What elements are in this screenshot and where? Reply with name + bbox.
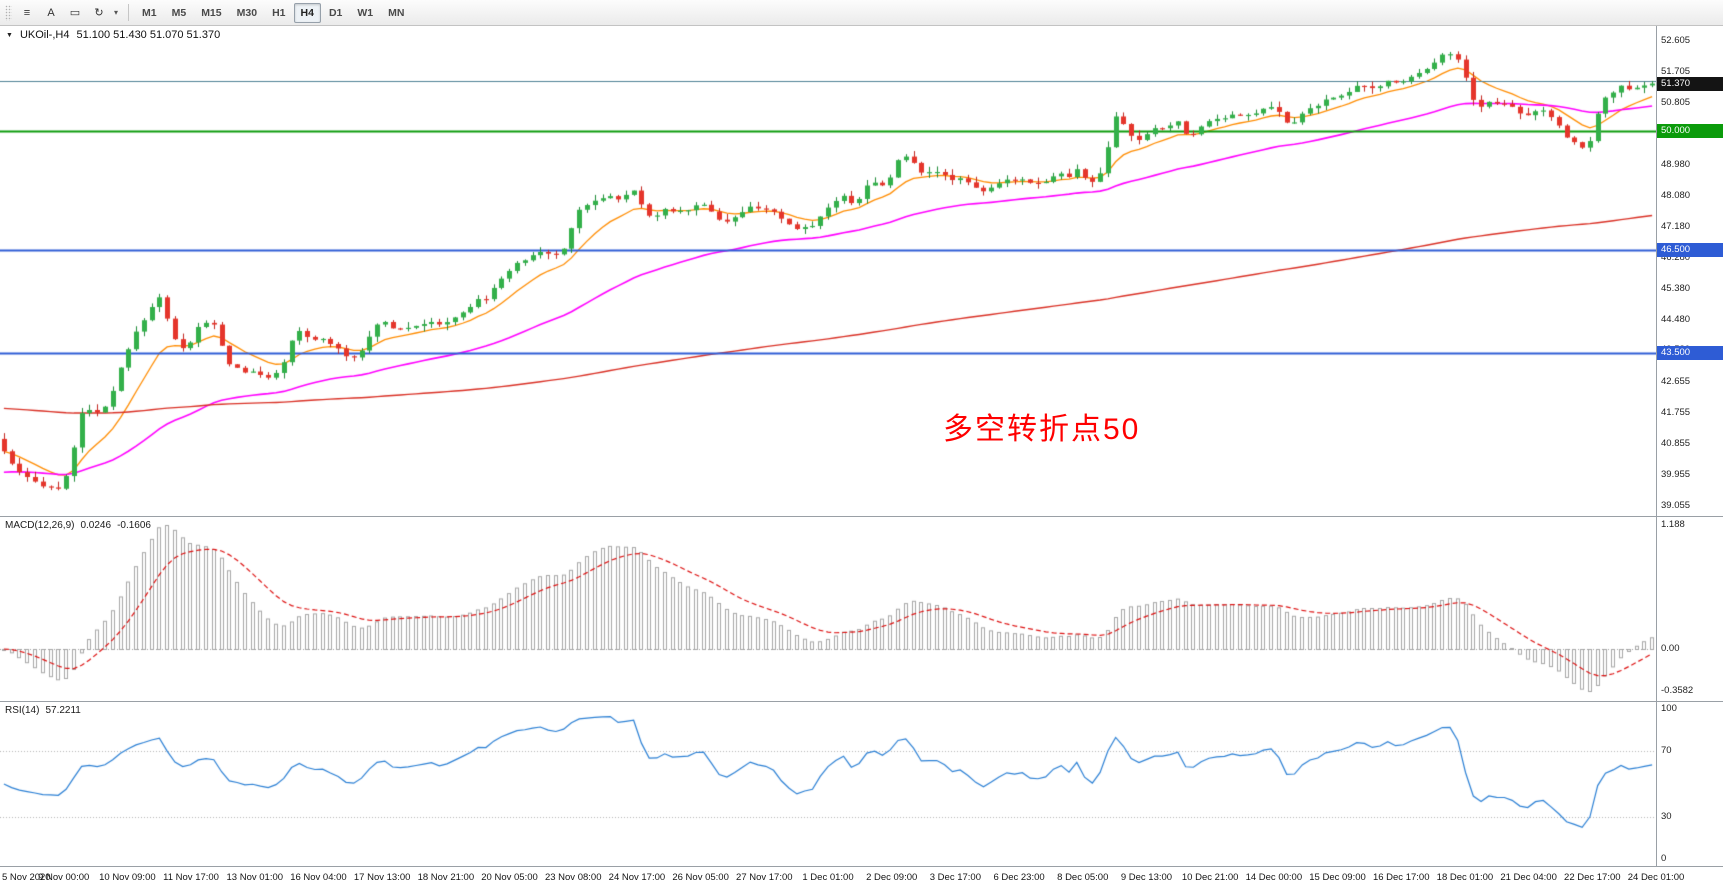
time-axis-label: 24 Nov 17:00: [608, 872, 666, 883]
timeframe-group: M1 M5 M15 M30 H1 H4 D1 W1 MN: [135, 2, 411, 23]
price-axis-tick: 42.655: [1661, 376, 1691, 388]
chevron-down-icon: ▾: [113, 8, 118, 17]
macd-indicator-label: MACD(12,26,9) 0.0246 -0.1606: [5, 520, 151, 531]
time-axis-label: 18 Dec 01:00: [1436, 872, 1494, 883]
timeframe-w1-button[interactable]: W1: [350, 3, 380, 23]
time-axis-label: 16 Dec 17:00: [1372, 872, 1430, 883]
macd-axis-tick: 1.188: [1661, 519, 1685, 530]
timeframe-d1-button[interactable]: D1: [322, 3, 349, 23]
time-axis-label: 21 Dec 04:00: [1500, 872, 1557, 883]
rsi-axis-tick: 100: [1661, 703, 1677, 714]
time-axis-label: 2 Dec 09:00: [866, 872, 918, 883]
chart-window: ▼ UKOil-,H4 51.100 51.430 51.070 51.370 …: [0, 26, 1723, 890]
rsi-panel: RSI(14) 57.2211 100 70 30 0: [0, 701, 1723, 866]
macd-panel: MACD(12,26,9) 0.0246 -0.1606 1.188 0.00 -0…: [0, 516, 1723, 701]
time-axis-label: 27 Nov 17:00: [736, 872, 793, 883]
rsi-name: RSI(14): [5, 705, 40, 716]
toolbar-separator: [128, 4, 129, 21]
time-axis-label: 3 Dec 17:00: [929, 872, 981, 883]
rsi-axis-tick: 70: [1661, 745, 1672, 757]
price-chart-canvas[interactable]: [0, 26, 1656, 516]
price-axis-tick: 44.480: [1661, 313, 1691, 325]
time-axis-label: 15 Dec 09:00: [1309, 872, 1366, 883]
time-axis-label: 6 Dec 23:00: [993, 872, 1045, 883]
time-axis-label: 11 Nov 17:00: [163, 872, 219, 883]
time-axis-label: 8 Dec 05:00: [1057, 872, 1109, 883]
price-axis-tick: 50.805: [1661, 96, 1691, 108]
symbol-label: UKOil-,H4: [19, 29, 70, 41]
time-axis-label: 1 Dec 01:00: [802, 872, 854, 883]
price-chart-panel: ▼ UKOil-,H4 51.100 51.430 51.070 51.370 …: [0, 26, 1723, 516]
ohlc-values: 51.100 51.430 51.070 51.370: [76, 29, 221, 41]
rsi-indicator-label: RSI(14) 57.2211: [5, 705, 81, 716]
refresh-cycle-icon-button[interactable]: ↻: [88, 3, 110, 23]
price-axis-tick: 48.080: [1661, 190, 1691, 202]
refresh-cycle-icon: ↻: [94, 7, 104, 19]
rsi-value: 57.2211: [45, 705, 81, 716]
price-axis: 52.60551.70550.80549.90548.98048.08047.1…: [1656, 26, 1723, 516]
price-tag-43.500: 43.500: [1657, 346, 1723, 361]
chart-bars-icon-button[interactable]: ≡: [16, 3, 38, 23]
price-axis-tick: 46.280: [1661, 251, 1691, 263]
macd-value-main: 0.0246: [80, 520, 112, 531]
text-label-icon: A: [47, 6, 55, 19]
rsi-axis: 100 70 30 0: [1656, 702, 1723, 866]
price-axis-tick: 40.855: [1661, 437, 1691, 449]
rsi-canvas[interactable]: [0, 702, 1656, 866]
time-axis-label: 16 Nov 04:00: [290, 872, 347, 883]
macd-canvas[interactable]: [0, 517, 1656, 701]
macd-axis: 1.188 0.00 -0.3582: [1656, 517, 1723, 701]
price-axis-tick: 39.055: [1661, 499, 1691, 511]
timeframe-h1-button[interactable]: H1: [265, 3, 292, 23]
price-axis-tick: 48.980: [1661, 159, 1691, 171]
time-axis-label: 9 Dec 13:00: [1120, 872, 1173, 883]
macd-name: MACD(12,26,9): [5, 520, 75, 531]
time-axis-label: 24 Dec 01:00: [1627, 872, 1685, 883]
text-label-icon-button[interactable]: A: [40, 3, 62, 23]
price-axis-tick: 52.605: [1661, 35, 1691, 47]
price-tag-51.370: 51.370: [1657, 76, 1723, 91]
timeframe-m15-button[interactable]: M15: [194, 3, 228, 23]
time-axis-label: 26 Nov 05:00: [672, 872, 729, 883]
price-axis-tick: 39.955: [1661, 468, 1691, 480]
text-frame-icon: ▭: [69, 7, 81, 19]
time-axis-label: 17 Nov 13:00: [353, 872, 411, 883]
tool-dropdown-caret-button[interactable]: ▾: [110, 3, 122, 23]
time-axis-label: 10 Dec 21:00: [1181, 872, 1239, 883]
timeframe-m5-button[interactable]: M5: [165, 3, 194, 23]
time-axis: 5 Nov 2020 9 Nov 00:00 10 Nov 09:00 11 Nov …: [0, 866, 1723, 890]
tool-icon-group: ≡ A ▭ ↻: [16, 3, 110, 23]
macd-axis-tick: 0.00: [1661, 643, 1680, 654]
price-axis-tick: 47.180: [1661, 221, 1691, 233]
rsi-axis-tick: 0: [1661, 853, 1667, 864]
timeframe-h4-button[interactable]: H4: [293, 2, 321, 23]
price-axis-tick: 51.705: [1661, 66, 1691, 78]
toolbar-grip[interactable]: [5, 4, 12, 21]
macd-value-signal: -0.1606: [117, 520, 151, 531]
time-axis-label: 18 Nov 21:00: [417, 872, 475, 883]
price-axis-tick: 41.755: [1661, 407, 1691, 419]
time-axis-label: 22 Dec 17:00: [1564, 872, 1621, 883]
price-tag-50.000: 50.000: [1657, 123, 1723, 138]
price-tag-46.500: 46.500: [1657, 243, 1723, 258]
timeframe-m1-button[interactable]: M1: [135, 3, 164, 23]
timeframe-m30-button[interactable]: M30: [230, 3, 264, 23]
chart-bars-icon: ≡: [23, 6, 31, 19]
time-axis-label: 14 Dec 00:00: [1245, 872, 1303, 883]
text-frame-icon-button[interactable]: ▭: [64, 3, 86, 23]
rsi-axis-tick: 30: [1661, 810, 1672, 822]
time-axis-label: 23 Nov 08:00: [544, 872, 602, 883]
timeframe-mn-button[interactable]: MN: [381, 3, 411, 23]
toolbar: ≡ A ▭ ↻ ▾ M1 M5 M15 M30 H1 H4 D1 W1 MN: [0, 0, 1723, 26]
time-axis-label: 10 Nov 09:00: [99, 872, 156, 883]
chart-title: ▼ UKOil-,H4 51.100 51.430 51.070 51.370: [6, 29, 220, 41]
chart-annotation-text: 多空转折点50: [943, 413, 1141, 446]
price-axis-tick: 45.380: [1661, 282, 1691, 294]
macd-axis-tick: -0.3582: [1661, 685, 1694, 696]
time-axis-label: 9 Nov 00:00: [38, 872, 90, 883]
time-axis-label: 20 Nov 05:00: [481, 872, 538, 883]
collapse-triangle-icon[interactable]: ▼: [6, 31, 13, 39]
time-axis-label: 5 Nov 2020: [2, 872, 51, 883]
time-axis-label: 13 Nov 01:00: [226, 872, 284, 883]
